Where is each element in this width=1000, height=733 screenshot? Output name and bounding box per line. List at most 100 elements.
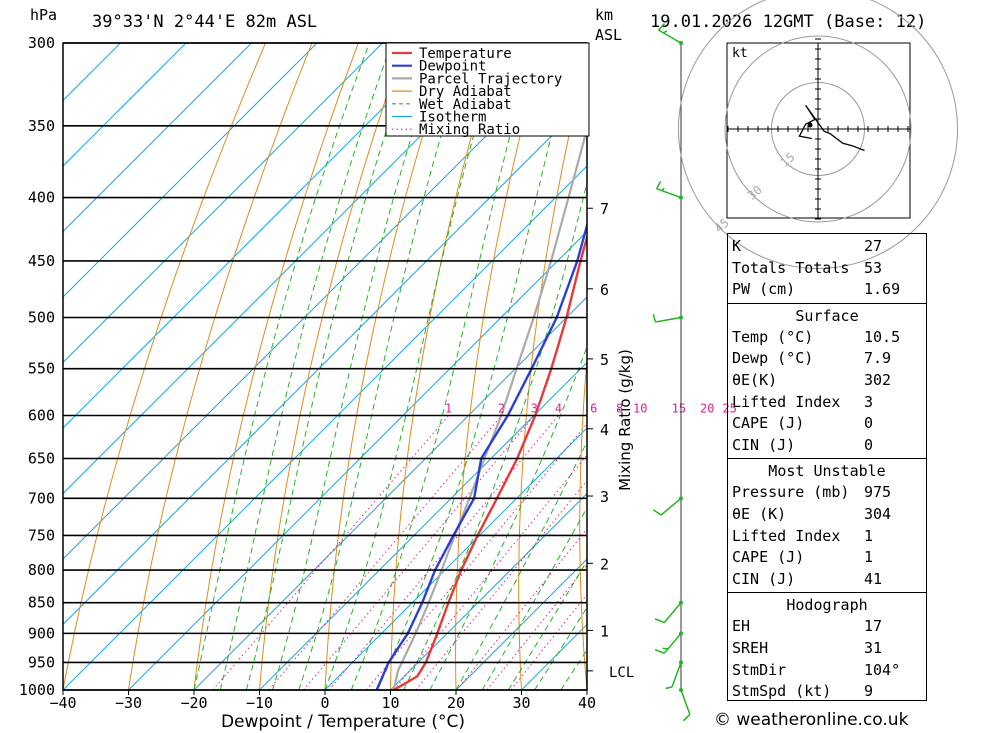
pressure-tick-label: 450 xyxy=(28,252,55,270)
hodograph-ring xyxy=(724,35,912,223)
hodo-value: 17 xyxy=(864,617,883,636)
legend-label: Mixing Ratio xyxy=(419,122,520,138)
wet-adiabat-line xyxy=(350,43,536,690)
km-tick-label: 3 xyxy=(600,488,609,506)
index-label: K xyxy=(732,237,742,255)
isotherm-line xyxy=(455,558,587,690)
pressure-unit-label: hPa xyxy=(30,6,58,24)
hodograph-trace xyxy=(798,104,865,152)
hodograph-title: Hodograph xyxy=(786,596,868,615)
surface-value: 302 xyxy=(864,370,892,389)
mu-label: θE (K) xyxy=(732,504,787,523)
pressure-tick-label: 400 xyxy=(28,189,55,207)
legend-label: Dry Adiabat xyxy=(419,84,512,100)
surface-row: Lifted Index 3 xyxy=(732,392,922,414)
x-tick-label: −40 xyxy=(49,694,76,712)
pressure-tick-label: 800 xyxy=(28,561,55,579)
wind-barb-staff xyxy=(655,316,682,323)
dry-adiabat-line xyxy=(639,43,684,690)
isotherm-line xyxy=(324,427,587,690)
wet-adiabat-line xyxy=(403,180,587,690)
mu-label: Pressure (mb) xyxy=(732,483,850,502)
surface-row: CIN (J) 0 xyxy=(732,435,922,457)
pressure-tick-label: 300 xyxy=(28,34,55,52)
km-tick-label: 5 xyxy=(600,351,609,369)
surface-label: Temp (°C) xyxy=(732,327,814,346)
isotherm-line xyxy=(63,43,449,429)
km-tick-label: 1 xyxy=(600,622,609,640)
index-row: Totals Totals 53 xyxy=(732,258,922,280)
pressure-tick-label: 850 xyxy=(28,594,55,612)
mixing-ratio-line xyxy=(212,415,449,690)
legend-box xyxy=(385,42,590,137)
index-row: PW (cm) 1.69 xyxy=(732,279,922,301)
mixing-ratio-line xyxy=(456,528,587,690)
hodo-value: 31 xyxy=(864,638,883,657)
mu-row: CIN (J) 41 xyxy=(732,569,922,591)
wind-barb-flag xyxy=(654,618,665,624)
isotherm-line xyxy=(63,43,383,364)
wind-barb-flag xyxy=(682,713,691,722)
x-tick-label: −20 xyxy=(180,694,207,712)
wet-adiabat-line xyxy=(245,43,417,690)
surface-section: Surface Temp (°C) 10.5 Dewp (°C) 7.9 θE(K) 30… xyxy=(728,304,926,460)
mu-row: Lifted Index 1 xyxy=(732,526,922,548)
wet-adiabat-line xyxy=(376,43,576,690)
wind-barb xyxy=(657,23,683,45)
mu-label: CIN (J) xyxy=(732,569,796,588)
hodograph-section: Hodograph EH 17 SREH 31 StmDir 104° StmSpd (kt… xyxy=(728,593,926,704)
mu-value: 975 xyxy=(864,483,892,502)
wet-adiabat-line xyxy=(193,43,370,690)
mixing-ratio-line xyxy=(415,479,587,690)
wet-adiabat-line xyxy=(429,345,587,690)
x-tick-label: 20 xyxy=(447,694,465,712)
pressure-tick-label: 750 xyxy=(28,526,55,544)
isotherm-line xyxy=(63,43,252,233)
wind-barb xyxy=(652,496,683,516)
index-value: 1.69 xyxy=(864,280,901,299)
x-axis-label: Dewpoint / Temperature (°C) xyxy=(221,712,465,732)
surface-label: Lifted Index xyxy=(732,392,841,411)
mixing-ratio-label: 8 xyxy=(616,401,623,415)
isotherm-line xyxy=(63,99,587,626)
mixing-ratio-label: 15 xyxy=(672,401,686,415)
dry-adiabat-line xyxy=(518,55,587,690)
wind-barb-staff xyxy=(656,187,682,199)
mixing-ratio-label: 10 xyxy=(633,401,647,415)
hodo-label: EH xyxy=(732,617,751,636)
mu-row: Pressure (mb) 975 xyxy=(732,482,922,504)
surface-value: 10.5 xyxy=(864,327,901,346)
temperature-line xyxy=(393,232,587,690)
pressure-tick-label: 500 xyxy=(28,309,55,327)
surface-value: 7.9 xyxy=(864,349,892,368)
surface-label: CIN (J) xyxy=(732,435,796,454)
lcl-label: LCL xyxy=(609,665,634,681)
mu-value: 41 xyxy=(864,569,883,588)
x-tick-label: −30 xyxy=(115,694,142,712)
hodo-row: StmSpd (kt) 9 xyxy=(732,681,922,703)
copyright-text: © weatheronline.co.uk xyxy=(714,710,909,730)
pressure-tick-label: 550 xyxy=(28,360,55,378)
dry-adiabat-line xyxy=(63,43,266,690)
wind-barb-staff xyxy=(663,602,682,624)
wind-barb xyxy=(679,688,691,722)
pressure-tick-label: 1000 xyxy=(19,681,55,699)
wet-adiabat-line xyxy=(298,43,470,690)
surface-value: 3 xyxy=(864,392,874,411)
mixing-ratio-label: 1 xyxy=(445,401,452,415)
datetime-title: 19.01.2026 12GMT (Base: 12) xyxy=(650,12,927,32)
wet-adiabat-line xyxy=(219,43,393,690)
mu-value: 1 xyxy=(864,548,874,567)
km-label: km xyxy=(595,6,614,24)
wind-barb-flag xyxy=(652,314,657,323)
surface-label: CAPE (J) xyxy=(732,414,805,433)
hodo-value: 104° xyxy=(864,660,901,679)
isotherm-line xyxy=(63,43,514,495)
isotherm-line xyxy=(390,492,587,690)
index-value: 27 xyxy=(864,237,883,255)
surface-value: 0 xyxy=(864,414,874,433)
pressure-tick-label: 650 xyxy=(28,450,55,468)
mixing-ratio-line xyxy=(328,415,559,690)
surface-row: Dewp (°C) 7.9 xyxy=(732,348,922,370)
